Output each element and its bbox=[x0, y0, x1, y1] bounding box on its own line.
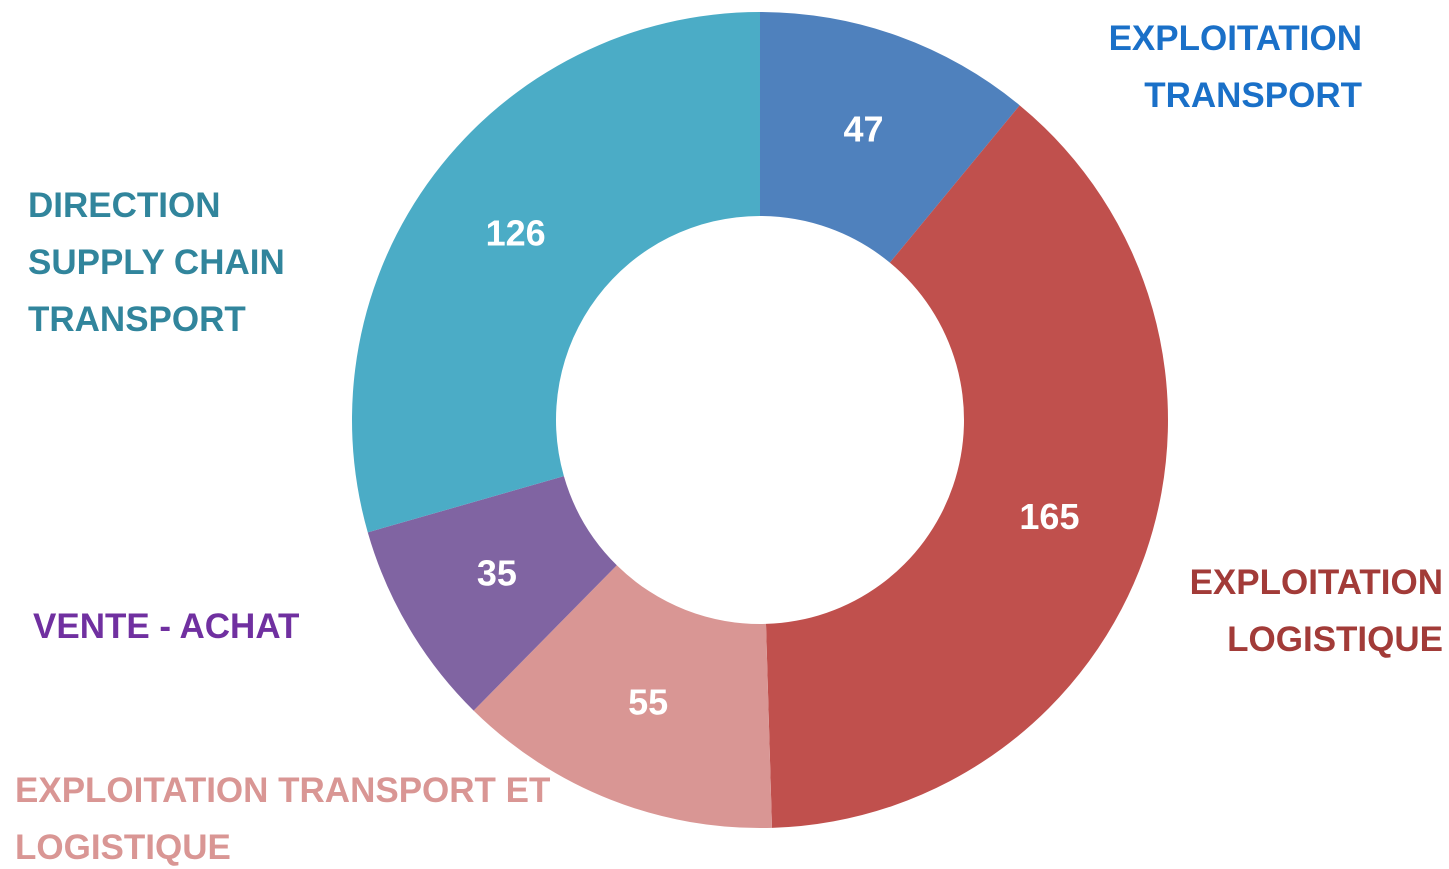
slice bbox=[367, 476, 617, 711]
category-label: EXPLOITATION TRANSPORT ET LOGISTIQUE bbox=[15, 771, 551, 867]
value-label: 126 bbox=[486, 212, 546, 253]
slice bbox=[760, 12, 1020, 263]
value-label: 165 bbox=[1019, 496, 1079, 537]
slice bbox=[473, 565, 772, 828]
slice bbox=[765, 105, 1168, 828]
category-label: VENTE - ACHAT bbox=[33, 607, 300, 646]
value-label: 55 bbox=[628, 681, 668, 722]
category-label: DIRECTION SUPPLY CHAIN TRANSPORT bbox=[28, 186, 285, 339]
category-label: EXPLOITATION LOGISTIQUE bbox=[1189, 563, 1443, 659]
category-label: EXPLOITATION TRANSPORT bbox=[1108, 19, 1362, 115]
value-label: 47 bbox=[843, 109, 883, 150]
slice bbox=[351, 12, 760, 533]
value-label: 35 bbox=[477, 553, 517, 594]
